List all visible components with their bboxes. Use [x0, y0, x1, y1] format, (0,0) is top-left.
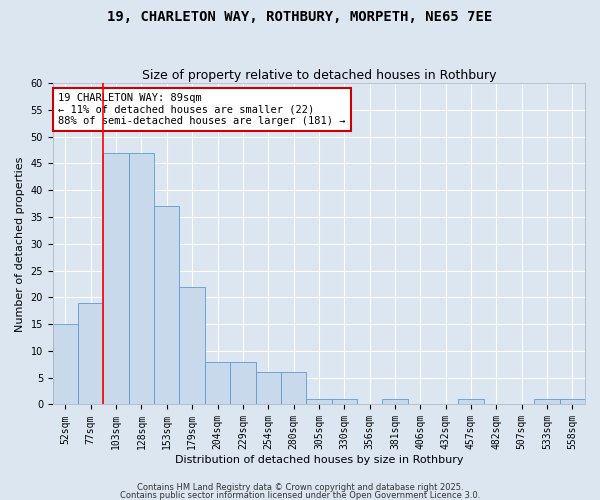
- Bar: [205, 362, 230, 405]
- Bar: [230, 362, 256, 405]
- Bar: [281, 372, 306, 404]
- Text: 19, CHARLETON WAY, ROTHBURY, MORPETH, NE65 7EE: 19, CHARLETON WAY, ROTHBURY, MORPETH, NE…: [107, 10, 493, 24]
- Title: Size of property relative to detached houses in Rothbury: Size of property relative to detached ho…: [142, 69, 496, 82]
- Bar: [78, 302, 103, 404]
- Bar: [256, 372, 281, 404]
- Text: 19 CHARLETON WAY: 89sqm
← 11% of detached houses are smaller (22)
88% of semi-de: 19 CHARLETON WAY: 89sqm ← 11% of detache…: [58, 93, 346, 126]
- Bar: [129, 153, 154, 405]
- Bar: [53, 324, 78, 404]
- Bar: [154, 206, 179, 404]
- Text: Contains public sector information licensed under the Open Government Licence 3.: Contains public sector information licen…: [120, 491, 480, 500]
- Bar: [306, 399, 332, 404]
- Bar: [103, 153, 129, 405]
- Y-axis label: Number of detached properties: Number of detached properties: [15, 156, 25, 332]
- X-axis label: Distribution of detached houses by size in Rothbury: Distribution of detached houses by size …: [175, 455, 463, 465]
- Bar: [458, 399, 484, 404]
- Bar: [535, 399, 560, 404]
- Bar: [332, 399, 357, 404]
- Bar: [382, 399, 407, 404]
- Bar: [560, 399, 585, 404]
- Text: Contains HM Land Registry data © Crown copyright and database right 2025.: Contains HM Land Registry data © Crown c…: [137, 484, 463, 492]
- Bar: [179, 286, 205, 405]
